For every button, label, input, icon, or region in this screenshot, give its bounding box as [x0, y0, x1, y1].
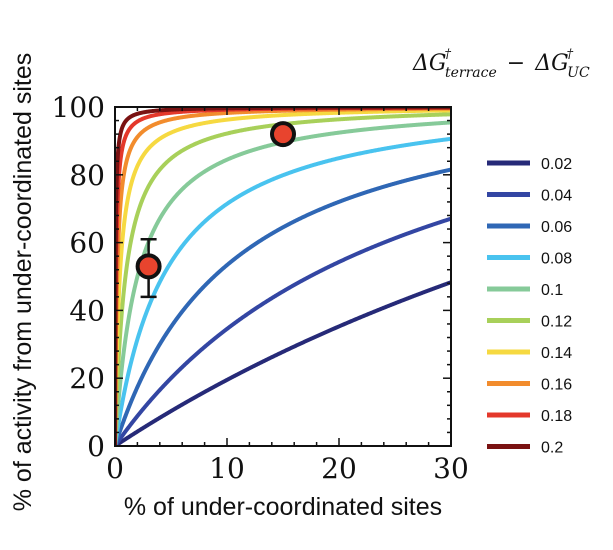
ticks-layer: 0 10 20 30 0 20 40 60 80 100 [52, 91, 469, 485]
legend-label: 0.16 [541, 377, 572, 394]
legend-label: 0.02 [541, 156, 572, 173]
legend-label: 0.14 [541, 345, 572, 362]
series-line-0-18 [115, 107, 451, 446]
y-axis-label: % of activity from under-coordinated sit… [9, 53, 37, 512]
legend-item-0-2: 0.2 [487, 440, 563, 457]
legend-title-sup-2: † [567, 47, 574, 62]
legend-item-0-02: 0.02 [487, 156, 572, 173]
x-tick-label: 30 [433, 452, 469, 485]
legend-item-0-06: 0.06 [487, 219, 572, 236]
x-tick-label: 0 [106, 452, 124, 485]
data-point-2 [270, 121, 296, 148]
svg-text:ΔG†terrace−ΔG†UC: ΔG† terrace − ΔG† UC [412, 47, 590, 81]
x-tick-label: 20 [321, 452, 357, 485]
x-tick-label: 10 [209, 452, 245, 485]
y-tick-label: 0 [87, 430, 105, 463]
data-point-1 [135, 253, 162, 280]
legend-item-0-1: 0.1 [487, 282, 563, 299]
legend-label: 0.2 [541, 440, 563, 457]
legend-title: ΔG† terrace − ΔG† UC [412, 47, 590, 81]
series-line-0-02 [115, 280, 451, 446]
legend-label: 0.06 [541, 219, 572, 236]
legend-title-sup: † [444, 47, 451, 62]
y-tick-label: 100 [52, 91, 105, 124]
legend-item-0-18: 0.18 [487, 408, 572, 425]
series-line-0-1 [115, 120, 451, 446]
legend-label: 0.08 [541, 251, 572, 268]
y-tick-label: 80 [69, 159, 105, 192]
legend-item-0-14: 0.14 [487, 345, 572, 362]
points-layer [135, 121, 296, 299]
legend-label: 0.12 [541, 314, 572, 331]
legend-item-0-04: 0.04 [487, 188, 572, 205]
legend-label: 0.04 [541, 188, 572, 205]
legend-title-sub1: terrace [445, 65, 497, 81]
legend-title-main-2: ΔG [534, 51, 568, 76]
y-tick-label: 40 [69, 294, 105, 327]
plot-frame [114, 106, 452, 447]
legend-item-0-16: 0.16 [487, 377, 572, 394]
legend-title-main: ΔG [412, 51, 446, 76]
series-layer [115, 107, 451, 446]
y-tick-label: 60 [69, 227, 105, 260]
series-line-0-12 [115, 112, 451, 446]
series-line-0-06 [115, 167, 451, 446]
y-tick-label: 20 [69, 362, 105, 395]
series-line-0-04 [115, 216, 451, 446]
legend-title-sub2: UC [567, 65, 590, 81]
legend-item-0-08: 0.08 [487, 251, 572, 268]
series-line-0-08 [115, 136, 451, 446]
series-line-0-14 [115, 108, 451, 446]
x-axis-label: % of under-coordinated sites [124, 493, 442, 521]
legend-title-minus: − [507, 51, 525, 76]
legend-item-0-12: 0.12 [487, 314, 572, 331]
series-line-0-16 [115, 107, 451, 446]
legend: 0.02 0.04 0.06 0.08 0.1 0.12 0.14 0.16 0.18 0.2 [487, 156, 572, 457]
legend-label: 0.18 [541, 408, 572, 425]
series-line-0-2 [115, 107, 451, 446]
legend-label: 0.1 [541, 282, 563, 299]
